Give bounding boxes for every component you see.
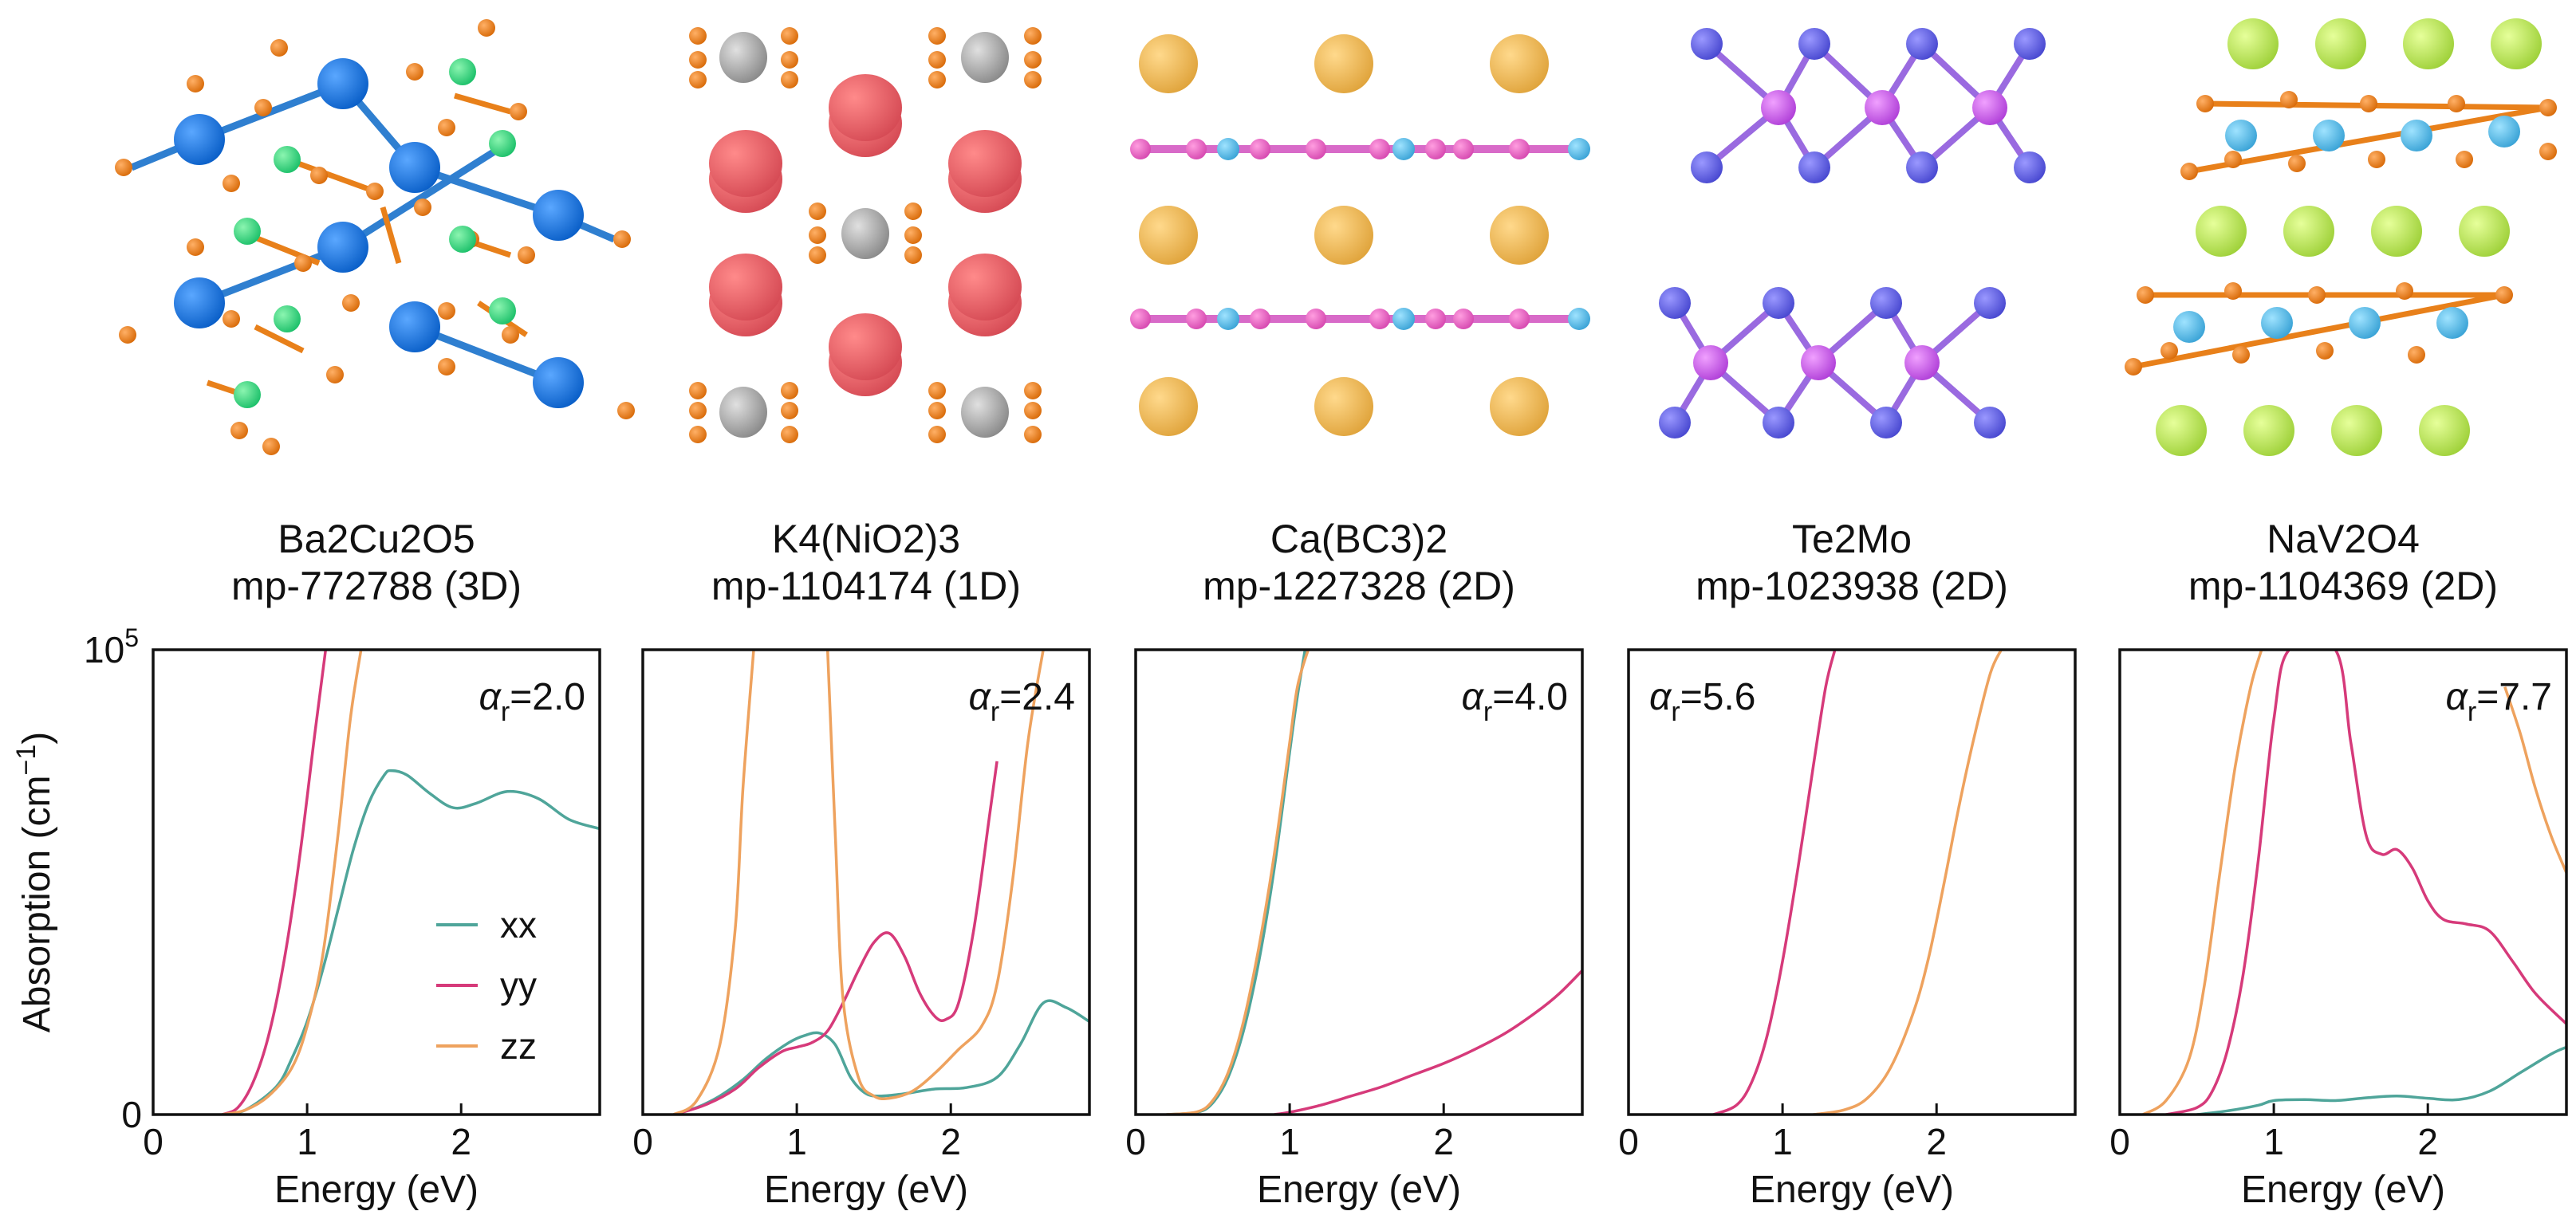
series-zz-line: [672, 650, 755, 1115]
x-axis-label: Energy (eV): [2241, 1169, 2445, 1211]
legend-label-yy: yy: [500, 965, 537, 1006]
crystal-structure-cabc32: [1130, 34, 1590, 436]
series-yy-line: [673, 761, 998, 1115]
panel-formula: Ba2Cu2O5: [278, 517, 475, 561]
alpha-annotation: αr=2.4: [969, 676, 1075, 727]
series-zz-line: [1166, 650, 1310, 1115]
plot-frame: [152, 648, 601, 1116]
series-zz-line: [222, 650, 363, 1115]
x-axis-label: Energy (eV): [274, 1169, 479, 1211]
alpha-annotation: αr=4.0: [1462, 676, 1568, 727]
legend-label-xx: xx: [500, 904, 537, 946]
plot-frame: [1134, 648, 1584, 1116]
x-tick-label: 2: [1926, 1121, 1947, 1162]
y-tick-label-0: 0: [121, 1094, 142, 1135]
series-xx-line: [1166, 650, 1307, 1115]
panel-formula: Te2Mo: [1792, 517, 1912, 561]
series-xx-line: [2196, 1045, 2566, 1115]
panel-material-id: mp-1023938 (2D): [1696, 564, 2008, 608]
crystal-structure-te2mo: [1659, 28, 2046, 438]
series-yy-line: [222, 650, 328, 1115]
plot-frame: [641, 648, 1091, 1116]
x-tick-label: 2: [451, 1121, 471, 1162]
panel-3: Ca(BC3)2mp-1227328 (2D) 0 1 2 Energy (eV) αr=…: [1125, 517, 1584, 1211]
alpha-annotation: αr=2.0: [479, 676, 585, 727]
x-tick-label: 1: [2263, 1121, 2284, 1162]
panel-formula: Ca(BC3)2: [1270, 517, 1448, 561]
crystal-structure-k4nio23: [689, 27, 1042, 443]
x-tick-label: 2: [1433, 1121, 1454, 1162]
x-axis-label: Energy (eV): [1257, 1169, 1461, 1211]
series-yy-line: [2165, 650, 2566, 1115]
x-tick-label: 1: [786, 1121, 807, 1162]
x-tick-label: 0: [1618, 1121, 1639, 1162]
panel-formula: NaV2O4: [2267, 517, 2420, 561]
series-xx-line: [222, 769, 600, 1115]
alpha-annotation: αr=5.6: [1649, 676, 1755, 727]
x-tick-label: 0: [143, 1121, 163, 1162]
legend: xx yy zz: [436, 904, 537, 1067]
plot-frame: [2118, 648, 2568, 1116]
x-tick-label: 0: [632, 1121, 653, 1162]
x-tick-label: 1: [1279, 1121, 1300, 1162]
panel-material-id: mp-772788 (3D): [231, 564, 522, 608]
series-zz-line: [1813, 650, 2003, 1115]
panel-2: K4(NiO2)3mp-1104174 (1D) 0 1 2 Energy (eV) αr…: [632, 517, 1091, 1211]
crystal-structure-ba2cu2o5: [115, 19, 635, 455]
x-tick-label: 2: [2417, 1121, 2438, 1162]
series-zz-line: [825, 650, 1045, 1101]
plot-frame: [1627, 648, 2077, 1116]
series-xx-line: [673, 999, 1089, 1115]
x-tick-label: 0: [1125, 1121, 1146, 1162]
series-yy-line: [1712, 650, 1837, 1115]
x-tick-label: 1: [297, 1121, 317, 1162]
series-yy-line: [1274, 969, 1582, 1115]
x-tick-label: 1: [1772, 1121, 1793, 1162]
series-zz-line: [2142, 650, 2263, 1115]
y-tick-label-top: 105: [84, 623, 139, 670]
panel-material-id: mp-1104174 (1D): [711, 564, 1021, 608]
panel-material-id: mp-1104369 (2D): [2188, 564, 2498, 608]
y-axis-label: Absorption (cm−1): [11, 732, 58, 1033]
legend-label-zz: zz: [500, 1025, 537, 1067]
alpha-annotation: αr=7.7: [2446, 676, 2552, 727]
x-tick-label: 0: [2109, 1121, 2130, 1162]
x-axis-label: Energy (eV): [1750, 1169, 1954, 1211]
x-axis-label: Energy (eV): [764, 1169, 968, 1211]
x-tick-label: 2: [940, 1121, 961, 1162]
crystal-structure-nav2o4: [2125, 18, 2557, 456]
panel-formula: K4(NiO2)3: [772, 517, 960, 561]
nio2-chain-group: [689, 27, 1042, 443]
panel-material-id: mp-1227328 (2D): [1203, 564, 1515, 608]
series-zz-line: [2503, 686, 2566, 874]
